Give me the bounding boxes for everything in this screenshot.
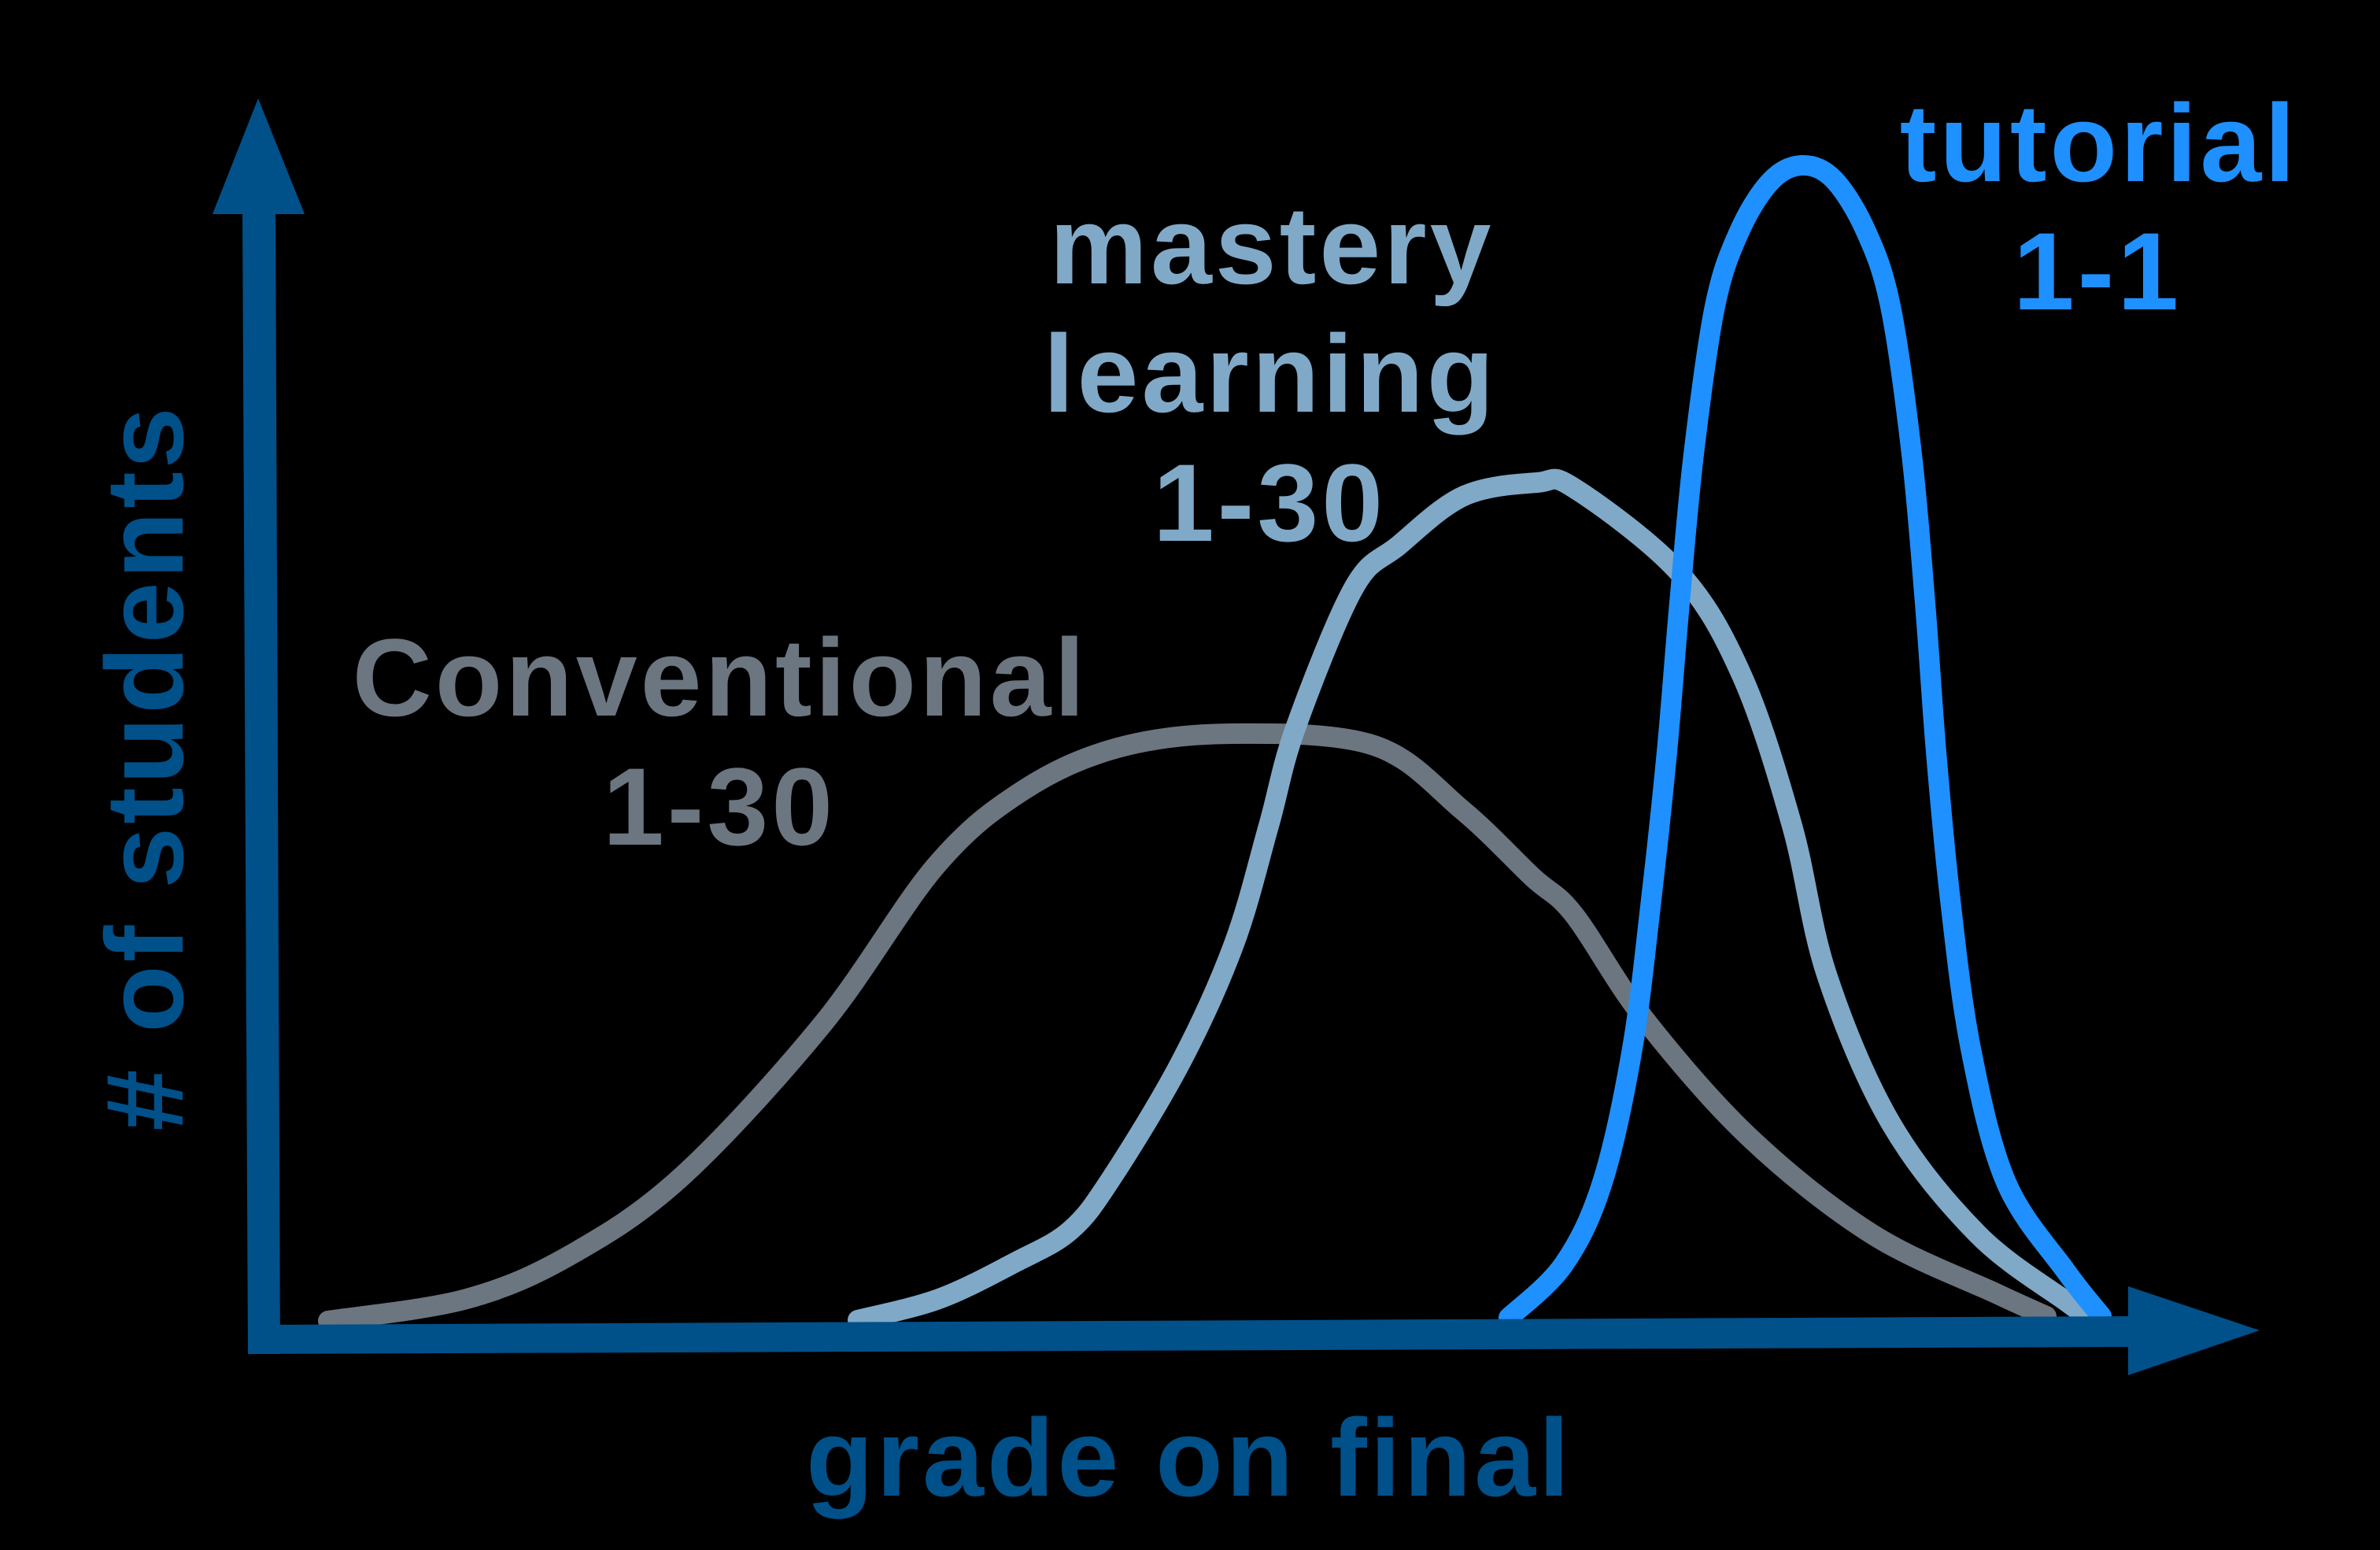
tutorial-label-title: tutorial: [1900, 81, 2298, 205]
mastery-label: mastery learning 1-30: [1044, 183, 1498, 564]
tutorial-curve: [1499, 155, 2112, 1328]
mastery-label-line1: mastery: [1049, 183, 1494, 307]
mastery-label-ratio: 1-30: [1153, 441, 1386, 564]
y-axis-label: # of students: [83, 404, 206, 1130]
conventional-label-ratio: 1-30: [603, 745, 836, 868]
x-axis-line: [248, 1316, 2133, 1354]
tutorial-label: tutorial 1-1: [1900, 81, 2298, 333]
x-axis-arrow-icon: [2128, 1286, 2260, 1375]
conventional-label-title: Conventional: [353, 616, 1088, 739]
x-axis-label: grade on final: [806, 1396, 1572, 1519]
x-axis: [248, 1286, 2260, 1375]
y-axis: [213, 98, 305, 1354]
conventional-curve: [318, 723, 2057, 1331]
y-axis-line: [242, 209, 280, 1354]
mastery-label-line2: learning: [1044, 312, 1498, 435]
conventional-label: Conventional 1-30: [353, 616, 1088, 868]
mastery-learning-curve: [848, 468, 2096, 1330]
tutorial-label-ratio: 1-1: [2013, 209, 2182, 333]
y-axis-arrow-icon: [213, 98, 305, 214]
